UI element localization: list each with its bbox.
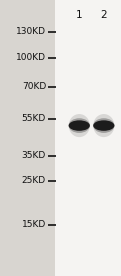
Ellipse shape: [69, 118, 90, 133]
Text: 130KD: 130KD: [16, 27, 46, 36]
Text: 2: 2: [100, 10, 107, 20]
FancyBboxPatch shape: [55, 0, 121, 276]
Text: 25KD: 25KD: [22, 176, 46, 185]
Ellipse shape: [93, 114, 114, 137]
Text: 35KD: 35KD: [22, 152, 46, 160]
Text: 100KD: 100KD: [16, 54, 46, 62]
Text: 55KD: 55KD: [22, 114, 46, 123]
Ellipse shape: [93, 120, 114, 131]
Ellipse shape: [69, 120, 90, 131]
Ellipse shape: [69, 114, 90, 137]
Ellipse shape: [93, 118, 114, 133]
Text: 15KD: 15KD: [22, 221, 46, 229]
Text: 70KD: 70KD: [22, 83, 46, 91]
Text: 1: 1: [76, 10, 83, 20]
